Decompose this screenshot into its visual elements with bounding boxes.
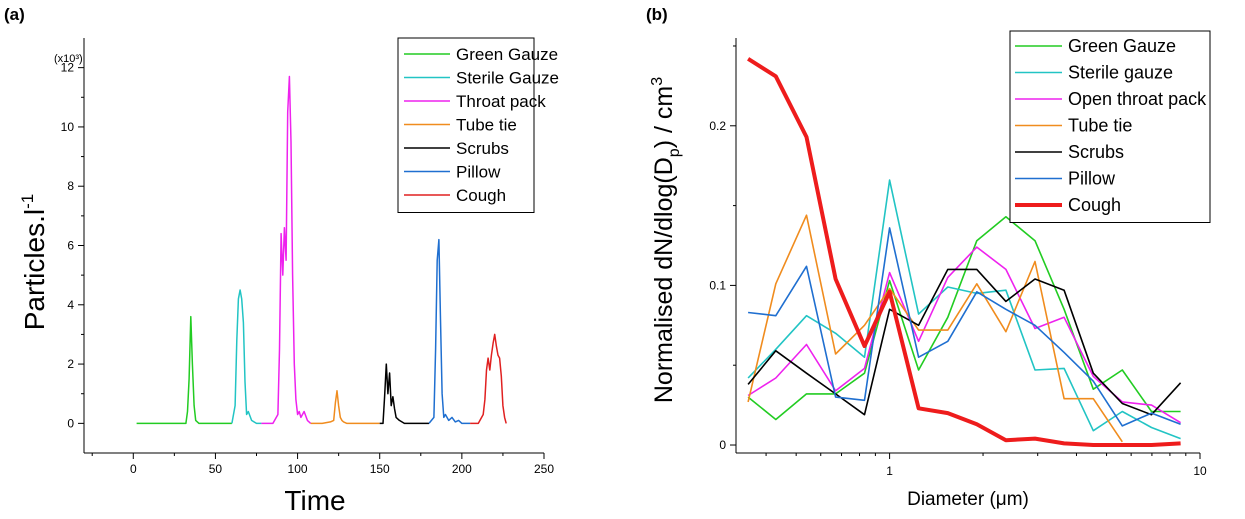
panel-b-y-tick-label: 0 [719, 438, 726, 452]
panel-b-ylabel-sub: p [666, 148, 683, 157]
panel-b-ylabel-main: Normalised dN/dlog(D [650, 157, 678, 403]
legend-label: Sterile Gauze [456, 69, 559, 88]
series-line-tube-tie [310, 390, 380, 425]
legend-label: Cough [1068, 195, 1121, 215]
panel-a-x-tick-label: 100 [288, 462, 308, 476]
series-line-tube-tie [747, 214, 1123, 443]
panel-a-x-tick-label: 200 [452, 462, 472, 476]
panel-a-y-tick-label: 2 [67, 357, 74, 371]
series-line-pillow [428, 238, 471, 425]
panel-b-label: (b) [646, 5, 668, 24]
panel-a-ylabel-sup: -1 [18, 194, 37, 209]
panel-a-x-tick-label: 50 [209, 462, 223, 476]
panel-a-x-tick-label: 150 [370, 462, 390, 476]
legend-label: Pillow [1068, 169, 1116, 189]
panel-a-ylabel: Particles.l-1 [18, 194, 50, 331]
panel-a-y-multiplier: (x10³) [54, 53, 83, 65]
panel-b-legend: Green Gauze Sterile gauze Open throat pack… [1009, 30, 1211, 223]
panel-b-y-tick-label: 0.1 [709, 278, 726, 292]
series-line-green-gauze [747, 216, 1181, 421]
panel-a-label: (a) [4, 5, 25, 24]
series-line-green-gauze [136, 315, 232, 425]
panel-b-ylabel-tail: ) / cm [650, 86, 678, 149]
legend-label: Tube tie [456, 116, 517, 135]
panel-a-y-tick-label: 10 [61, 120, 75, 134]
legend-label: Throat pack [456, 92, 546, 111]
series-line-sterile-gauze [231, 289, 262, 425]
panel-b-ylabel-sup: 3 [649, 77, 666, 86]
panel-a-y-tick-label: 12 [61, 61, 75, 75]
legend-label: Scrubs [456, 139, 509, 158]
series-line-cough [747, 57, 1181, 447]
series-line-scrubs [747, 268, 1182, 416]
panel-a-lines [136, 75, 507, 425]
panel-b-lines [747, 57, 1182, 447]
series-line-cough [470, 333, 507, 425]
series-line-scrubs [379, 363, 429, 425]
panel-a-x-tick-label: 0 [130, 462, 137, 476]
panel-a-axes: 0 50 100 150 200 250 0 2 4 6 8 10 12 [61, 38, 554, 476]
panel-a-ylabel-main: Particles.l [19, 209, 50, 330]
series-line-throat-pack [261, 75, 312, 425]
panel-b-xlabel: Diameter (μm) [907, 489, 1029, 510]
panel-a-y-tick-label: 0 [67, 416, 74, 430]
panel-a-x-tick-label: 250 [534, 462, 554, 476]
legend-label: Green Gauze [1068, 36, 1176, 56]
panel-b-axes: 1 10 0 0.1 0.2 [709, 38, 1207, 478]
panel-a-legend: Green Gauze Sterile Gauze Throat pack Tube … [397, 37, 559, 213]
panel-a-y-tick-label: 8 [67, 179, 74, 193]
series-line-pillow [748, 227, 1181, 427]
legend-label: Scrubs [1068, 142, 1124, 162]
panel-b-legend-box [1009, 30, 1211, 223]
legend-label: Tube tie [1068, 116, 1132, 136]
legend-label: Open throat pack [1068, 89, 1207, 109]
panel-b-x-tick-label: 1 [886, 464, 893, 478]
panel-a-xlabel: Time [284, 485, 345, 516]
legend-label: Sterile gauze [1068, 63, 1173, 83]
panel-a-y-tick-label: 6 [67, 239, 74, 253]
panel-b-x-tick-label: 10 [1193, 464, 1207, 478]
panel-b-y-tick-label: 0.2 [709, 119, 726, 133]
legend-label: Pillow [456, 163, 501, 182]
panel-a-y-tick-label: 4 [67, 298, 74, 312]
panel-b-ylabel: Normalised dN/dlog(Dp) / cm3 [649, 77, 683, 403]
legend-label: Green Gauze [456, 45, 558, 64]
legend-label: Cough [456, 186, 506, 205]
